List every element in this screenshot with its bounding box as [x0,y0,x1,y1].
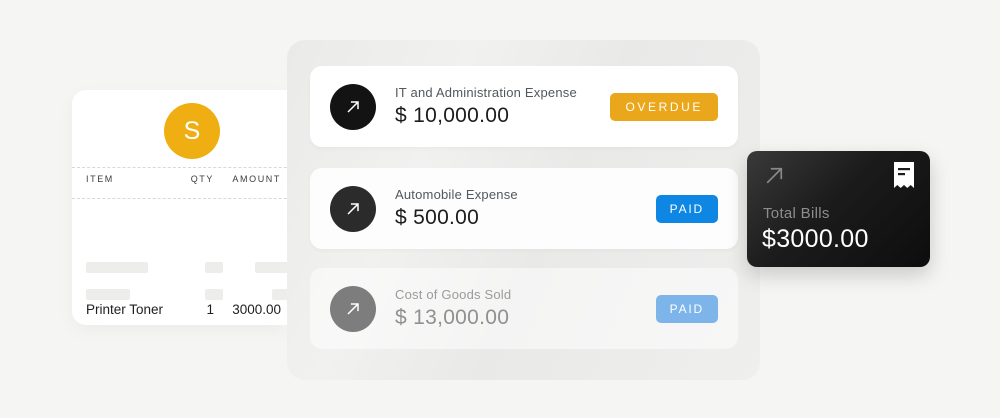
expense-amount: $ 500.00 [395,206,480,229]
skeleton-bar [272,289,287,300]
skeleton-bar [205,262,223,273]
skeleton-bar [86,262,148,273]
arrow-up-right-icon [330,185,376,232]
avatar: S [164,103,220,159]
amount-cell: 3000.00 [232,302,281,317]
item-cell: Printer Toner [86,302,164,317]
status-badge-overdue: OVERDUE [610,92,718,121]
arrow-up-right-icon [330,285,376,332]
table-row: Printer Toner 1 3000.00 [72,302,287,317]
invoice-card: S ITEM QTY AMOUNT Printer Toner 1 3000.0… [72,90,287,325]
invoice-table-header: ITEM QTY AMOUNT [72,174,287,184]
divider [72,198,287,199]
divider [72,167,287,168]
expense-amount: $ 10,000.00 [395,104,510,127]
expense-item-it-admin[interactable]: IT and Administration Expense $ 10,000.0… [310,66,738,147]
arrow-up-right-icon [330,83,376,130]
arrow-up-right-icon [762,163,787,188]
total-bills-card[interactable]: Total Bills $3000.00 [747,151,930,267]
column-header-amount: AMOUNT [232,174,281,184]
column-header-qty: QTY [190,174,214,184]
skeleton-bar [205,289,223,300]
total-bills-amount: $3000.00 [762,225,869,253]
expense-label: IT and Administration Expense [395,85,577,100]
status-badge-paid-light: PAID [655,294,718,323]
expense-label: Cost of Goods Sold [395,287,512,302]
expense-item-cogs[interactable]: Cost of Goods Sold $ 13,000.00 PAID [310,268,738,349]
qty-cell: 1 [206,302,214,317]
skeleton-bar [86,289,130,300]
receipt-icon [893,162,915,189]
expense-amount: $ 13,000.00 [395,306,510,329]
column-header-item: ITEM [86,174,114,184]
status-badge-paid: PAID [655,194,718,223]
expense-label: Automobile Expense [395,187,518,202]
expenses-card: IT and Administration Expense $ 10,000.0… [287,40,760,380]
total-bills-label: Total Bills [763,205,830,222]
expense-item-automobile[interactable]: Automobile Expense $ 500.00 PAID [310,168,738,249]
skeleton-bar [255,262,287,273]
